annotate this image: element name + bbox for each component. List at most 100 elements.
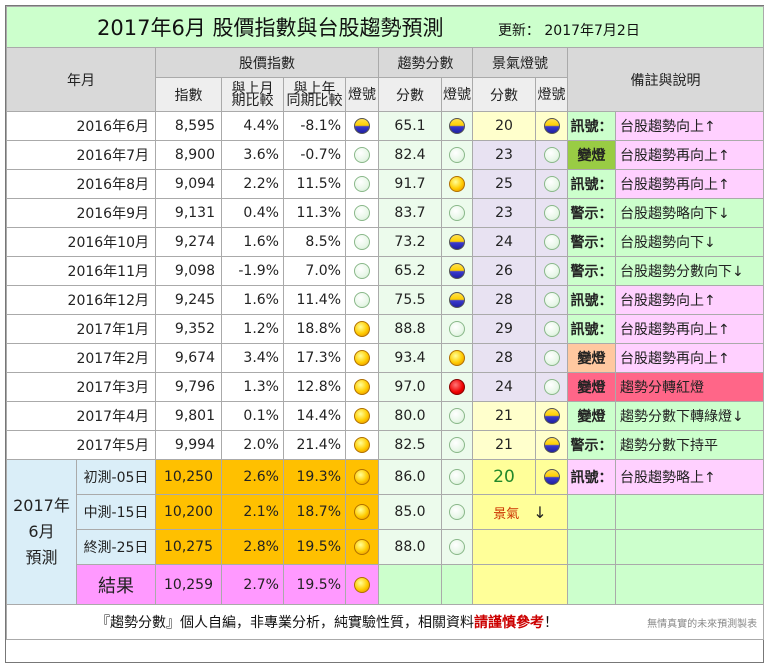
jing-light-icon	[543, 147, 560, 163]
index-light-icon	[354, 292, 370, 308]
result-light-icon	[354, 576, 370, 593]
row-year-month: 2017年3月	[6, 372, 156, 402]
empty-cell	[614, 494, 765, 530]
row-yoy: -8.1%	[283, 111, 346, 141]
row-jing-score: 25	[472, 169, 536, 199]
trend-light-icon	[449, 379, 465, 395]
row-mom: 4.4%	[221, 111, 284, 141]
row-trend-light	[441, 430, 473, 460]
history-rows: 2016年6月 8,595 4.4% -8.1% 65.1 20 訊號： 台股趨勢向上↑ 201…	[6, 111, 765, 460]
row-note: 台股趨勢再向上↑	[614, 343, 765, 373]
row-trend-light	[441, 111, 473, 141]
row-trend-score: 83.7	[378, 198, 442, 228]
index-light-icon	[354, 234, 370, 250]
row-trend-score: 80.0	[378, 401, 442, 431]
trend-light-icon	[449, 437, 465, 453]
row-index: 8,900	[155, 140, 222, 170]
prediction-yoy: 18.7%	[283, 494, 346, 530]
page-title: 2017年6月 股價指數與台股趨勢預測	[97, 16, 444, 40]
row-yoy: 21.4%	[283, 430, 346, 460]
row-note: 台股趨勢再向上↑	[614, 169, 765, 199]
prediction-tag: 訊號：	[567, 459, 616, 495]
prediction-rows: 2017年 6月 預測 初測-05日 10,250 2.6% 19.3% 86.0 20 訊號：台…	[6, 459, 765, 605]
prediction-light-icon	[354, 539, 370, 555]
subheader-mom: 與上月 期比較	[221, 77, 284, 112]
row-trend-light	[441, 343, 473, 373]
table-row: 2016年11月 9,098 -1.9% 7.0% 65.2 26 警示： 台股趨勢分數向下↓	[6, 256, 765, 286]
row-index: 8,595	[155, 111, 222, 141]
row-tag: 變燈	[567, 372, 616, 402]
row-yoy: 18.8%	[283, 314, 346, 344]
index-light-icon	[354, 205, 370, 221]
prediction-mom: 2.1%	[221, 494, 284, 530]
trend-light-icon	[449, 408, 465, 424]
trend-light-icon	[449, 350, 465, 366]
row-note: 趨勢分數下轉綠燈↓	[614, 401, 765, 431]
empty-cell	[567, 564, 616, 605]
row-tag: 變燈	[567, 140, 616, 170]
trend-light-icon	[449, 234, 465, 250]
prediction-score-light	[441, 494, 473, 530]
table-row: 2017年1月 9,352 1.2% 18.8% 88.8 29 訊號： 台股趨勢再向上↑	[6, 314, 765, 344]
prediction-jing-light-icon	[543, 469, 560, 485]
header-business-light: 景氣燈號	[472, 47, 568, 78]
update-date: 更新： 2017年7月2日	[497, 23, 640, 39]
row-yoy: 7.0%	[283, 256, 346, 286]
row-tag: 警示：	[567, 227, 616, 257]
prediction-name: 終測-25日	[76, 529, 156, 565]
index-light-icon	[354, 408, 370, 424]
row-trend-light	[441, 227, 473, 257]
row-tag: 訊號：	[567, 285, 616, 315]
empty-cell	[472, 529, 568, 565]
row-yoy: 8.5%	[283, 227, 346, 257]
row-tag: 訊號：	[567, 314, 616, 344]
row-trend-light	[441, 285, 473, 315]
footer-credit: 無情真實的未來預測製表	[647, 619, 758, 630]
row-trend-light	[441, 169, 473, 199]
row-yoy: -0.7%	[283, 140, 346, 170]
row-mom: 1.3%	[221, 372, 284, 402]
row-index-light	[345, 430, 379, 460]
row-index: 9,352	[155, 314, 222, 344]
row-year-month: 2016年10月	[6, 227, 156, 257]
prediction-light-icon	[354, 504, 370, 520]
prediction-score: 86.0	[378, 459, 442, 495]
table-row: 2016年7月 8,900 3.6% -0.7% 82.4 23 變燈 台股趨勢再向上↑	[6, 140, 765, 170]
row-trend-light	[441, 314, 473, 344]
empty-cell	[614, 564, 765, 605]
table-row: 2016年6月 8,595 4.4% -8.1% 65.1 20 訊號： 台股趨勢向上↑	[6, 111, 765, 141]
prediction-light	[345, 494, 379, 530]
row-note: 台股趨勢向上↑	[614, 285, 765, 315]
row-year-month: 2017年1月	[6, 314, 156, 344]
row-tag: 變燈	[567, 401, 616, 431]
table-row: 2016年9月 9,131 0.4% 11.3% 83.7 23 警示： 台股趨勢略向下↓	[6, 198, 765, 228]
prediction-row: 中測-15日 10,200 2.1% 18.7% 85.0 景氣 ↓	[7, 494, 765, 530]
row-trend-score: 82.4	[378, 140, 442, 170]
table-row: 2016年8月 9,094 2.2% 11.5% 91.7 25 訊號： 台股趨勢再向上↑	[6, 169, 765, 199]
empty-cell	[378, 564, 442, 605]
subheader-light: 燈號	[345, 77, 379, 112]
row-tag: 警示：	[567, 430, 616, 460]
empty-cell	[614, 529, 765, 565]
row-jing-light	[535, 140, 568, 170]
stock-forecast-table: 2017年6月 股價指數與台股趨勢預測 更新： 2017年7月2日 年月 股價指…	[5, 6, 765, 640]
row-jing-light	[535, 285, 568, 315]
footer-text-3: ！	[544, 615, 559, 631]
row-note: 台股趨勢再向上↑	[614, 314, 765, 344]
row-index-light	[345, 314, 379, 344]
row-index: 9,801	[155, 401, 222, 431]
jing-light-icon	[543, 292, 560, 308]
row-mom: 0.4%	[221, 198, 284, 228]
row-year-month: 2016年7月	[6, 140, 156, 170]
subheader-index: 指數	[155, 77, 222, 112]
row-note: 台股趨勢略向下↓	[614, 198, 765, 228]
row-year-month: 2017年5月	[6, 430, 156, 460]
row-jing-light	[535, 227, 568, 257]
row-index-light	[345, 372, 379, 402]
row-jing-score: 29	[472, 314, 536, 344]
row-year-month: 2016年9月	[6, 198, 156, 228]
row-yoy: 12.8%	[283, 372, 346, 402]
prediction-row: 2017年 6月 預測 初測-05日 10,250 2.6% 19.3% 86.0 20 訊號：台…	[6, 459, 765, 605]
prediction-jing-label: 景氣	[493, 506, 520, 522]
row-mom: 0.1%	[221, 401, 284, 431]
